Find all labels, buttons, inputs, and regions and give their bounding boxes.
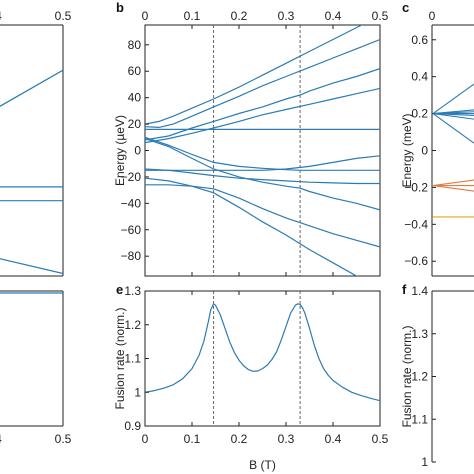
energy-level-line <box>145 184 380 248</box>
y-tick-label: 0.9 <box>124 419 141 433</box>
y-tick-label: 0 <box>421 144 428 158</box>
y-tick-label: −40 <box>121 196 142 210</box>
energy-level-line <box>432 179 474 187</box>
y-tick-label: 1.3 <box>411 327 428 341</box>
energy-level-line <box>145 25 364 125</box>
panel-e: 1.3 1.2 1.1 1 0.90 0.1 0.2 0.3 0.4 0.5 Fusion rate… <box>113 284 389 472</box>
panel-c: 0.6 0.4 0.2 0 −0.2 −0.4 −0.6 0 Energy (meV) <box>400 9 474 277</box>
energy-level-line <box>432 83 474 115</box>
panel-letter-b: b <box>116 0 124 15</box>
fusion-rate-line <box>145 303 380 402</box>
y-axis-title: Energy (meV) <box>400 113 414 187</box>
panel-a: 0.4 0.5 0.4 0.5 <box>0 9 72 446</box>
y-tick-label: −0.2 <box>404 180 428 194</box>
y-tick-label: 0.4 <box>411 70 428 84</box>
energy-level-line <box>145 168 380 185</box>
x-tick-label: 0.2 <box>231 432 248 446</box>
x-tick-label: 0.4 <box>325 432 342 446</box>
y-axis-title: Energy (µeV) <box>113 115 127 186</box>
x-tick-label: 0 <box>142 9 149 23</box>
energy-level-line <box>432 185 474 192</box>
x-tick-label: 0.4 <box>325 9 342 23</box>
panel-letter-f: f <box>402 282 407 297</box>
y-tick-label: 40 <box>128 91 142 105</box>
plot-frame <box>144 24 381 277</box>
energy-level-line <box>145 177 358 276</box>
panel-b: 80 60 40 20 0 −20 −40 −60 −80 0 0.1 0.2 0.3 0.4 0.5 Ene… <box>113 9 389 277</box>
x-tick-label: 0.4 <box>0 9 2 23</box>
x-tick-label: 0.5 <box>372 432 389 446</box>
y-tick-label: 20 <box>128 117 142 131</box>
x-tick-label: 0.2 <box>231 9 248 23</box>
x-tick-label: 0.3 <box>278 432 295 446</box>
panel-letter-c: c <box>402 0 409 15</box>
x-tick-label: 0 <box>429 9 436 23</box>
x-tick-label: 0.5 <box>372 9 389 23</box>
y-tick-label: 60 <box>128 64 142 78</box>
y-tick-label: 1.2 <box>411 370 428 384</box>
y-tick-label: −80 <box>121 249 142 263</box>
y-tick-label: 1 <box>421 455 428 469</box>
plot-frame <box>144 290 381 427</box>
y-tick-label: −0.4 <box>404 217 428 231</box>
y-tick-label: 0.2 <box>411 107 428 121</box>
y-tick-label: 0 <box>134 144 141 158</box>
y-tick-label: −60 <box>121 223 142 237</box>
panel-letter-e: e <box>116 282 123 297</box>
y-axis-title: Fusion rate (norm.) <box>400 325 414 427</box>
energy-level-line <box>0 245 63 275</box>
x-tick-label: 0.4 <box>0 432 2 446</box>
energy-level-line <box>432 113 474 120</box>
y-tick-label: 1.1 <box>411 412 428 426</box>
energy-level-line <box>145 138 380 211</box>
y-tick-label: 1 <box>134 385 141 399</box>
y-tick-label: −20 <box>121 170 142 184</box>
x-tick-label: 0.1 <box>184 432 201 446</box>
y-tick-label: 80 <box>128 38 142 52</box>
energy-level-line <box>432 113 474 144</box>
energy-level-line <box>145 136 380 171</box>
energy-level-line <box>145 87 380 144</box>
y-tick-label: 0.6 <box>411 33 428 47</box>
x-axis-title: B (T) <box>249 458 276 472</box>
energy-level-line <box>0 69 63 139</box>
y-tick-label: −0.6 <box>404 254 428 268</box>
energy-level-line <box>432 113 474 116</box>
y-tick-label: 1.4 <box>411 284 428 298</box>
energy-level-line <box>145 155 380 171</box>
x-tick-label: 0.3 <box>278 9 295 23</box>
energy-level-line <box>145 38 380 129</box>
y-axis-title: Fusion rate (norm.) <box>113 307 127 409</box>
panel-f: 1.4 1.3 1.2 1.1 1 Fusion rate (norm.) <box>400 284 474 469</box>
x-tick-label: 0.5 <box>55 9 72 23</box>
x-tick-label: 0.1 <box>184 9 201 23</box>
x-tick-label: 0 <box>142 432 149 446</box>
y-tick-label: 1.1 <box>124 352 141 366</box>
x-tick-label: 0.5 <box>55 432 72 446</box>
y-tick-label: 1.3 <box>124 284 141 298</box>
y-tick-label: 1.2 <box>124 318 141 332</box>
